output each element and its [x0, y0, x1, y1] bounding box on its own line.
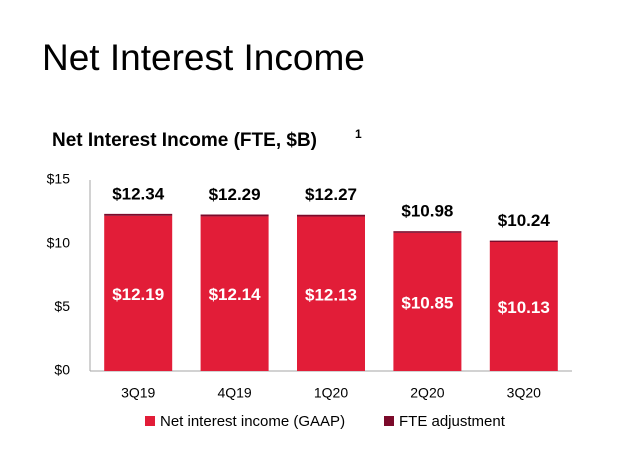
legend-label: FTE adjustment	[399, 413, 506, 430]
x-tick-label: 2Q20	[410, 385, 444, 401]
x-tick-label: 1Q20	[314, 385, 348, 401]
y-tick-label: $15	[47, 171, 71, 187]
bar-segment	[104, 213, 173, 216]
bar-segment	[200, 214, 269, 217]
page-title: Net Interest Income	[42, 37, 365, 78]
bar-label: $12.19	[112, 285, 164, 304]
bar-label: $12.14	[209, 285, 262, 304]
chart-title: Net Interest Income (FTE, $B)	[52, 130, 317, 151]
total-label: $12.34	[112, 184, 165, 203]
y-tick-label: $0	[54, 362, 70, 378]
bar-segment	[489, 242, 558, 371]
y-tick-label: $5	[54, 298, 70, 314]
total-label: $10.24	[498, 211, 551, 230]
bar-label: $10.13	[498, 298, 550, 317]
title-note: 1	[355, 127, 362, 141]
bar-segment	[200, 216, 269, 371]
x-tick-label: 3Q19	[121, 385, 155, 401]
bar-segment	[393, 232, 462, 371]
y-tick-label: $10	[47, 234, 71, 250]
bar-segment	[297, 214, 365, 217]
x-tick-label: 3Q20	[507, 385, 541, 401]
legend-swatch	[384, 416, 394, 426]
bar-label: $10.85	[401, 293, 453, 312]
bar-segment	[489, 240, 558, 243]
x-tick-label: 4Q19	[217, 385, 251, 401]
bar-segment	[297, 216, 365, 371]
total-label: $10.98	[401, 202, 453, 221]
legend-label: Net interest income (GAAP)	[160, 413, 345, 430]
bar-label: $12.13	[305, 285, 357, 304]
total-label: $12.27	[305, 185, 357, 204]
bar-segment	[104, 215, 173, 371]
total-label: $12.29	[209, 185, 261, 204]
legend-swatch	[145, 416, 155, 426]
bar-segment	[393, 231, 462, 233]
